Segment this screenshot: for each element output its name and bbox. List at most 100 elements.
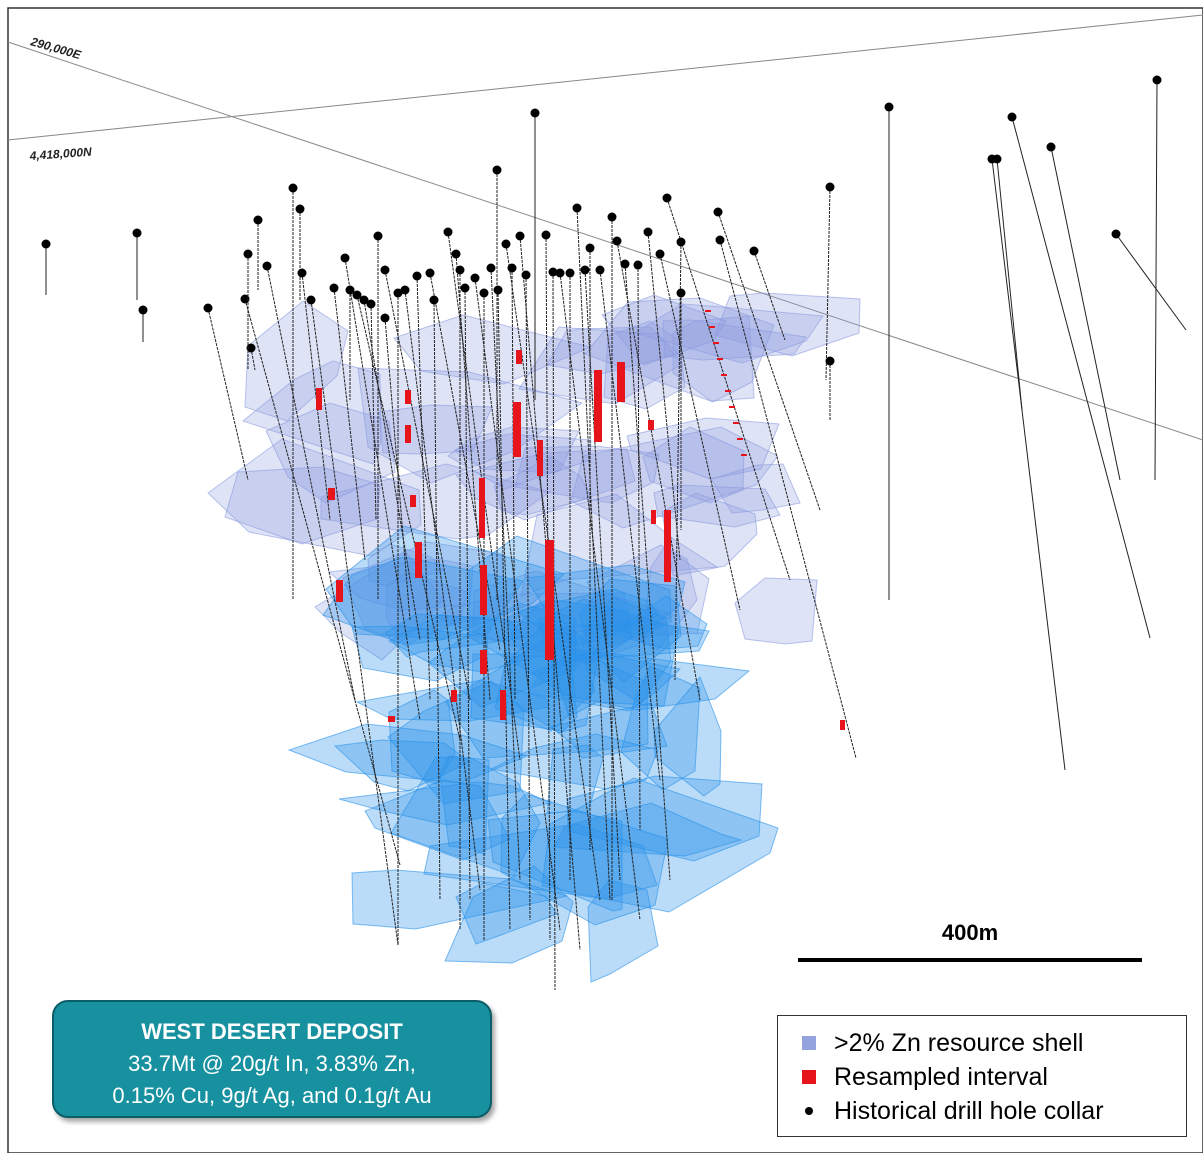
interval xyxy=(651,510,656,524)
drill-trace xyxy=(384,269,471,701)
shell xyxy=(549,702,668,759)
collar xyxy=(451,249,461,259)
collar xyxy=(470,273,480,283)
interval xyxy=(537,440,543,476)
collar xyxy=(585,243,595,253)
interval xyxy=(617,362,625,402)
interval xyxy=(336,580,343,602)
info-box: WEST DESERT DEPOSIT 33.7Mt @ 20g/t In, 3… xyxy=(52,1000,492,1118)
collar xyxy=(662,193,672,203)
interval xyxy=(733,422,739,424)
shell xyxy=(470,653,578,732)
interval xyxy=(840,720,845,730)
interval xyxy=(741,454,747,456)
collar xyxy=(345,285,355,295)
drill-trace xyxy=(559,272,641,921)
collar xyxy=(429,295,439,305)
legend-label: Historical drill hole collar xyxy=(834,1096,1104,1125)
shell xyxy=(357,367,584,484)
drill-trace xyxy=(333,287,366,561)
interval xyxy=(410,495,416,507)
collar xyxy=(443,227,453,237)
collar xyxy=(329,283,339,293)
collar xyxy=(262,261,272,271)
shell xyxy=(384,613,527,658)
collar xyxy=(253,215,263,225)
collar xyxy=(306,295,316,305)
collar xyxy=(572,203,582,213)
drill-trace xyxy=(552,271,556,991)
collar xyxy=(515,231,525,241)
interval xyxy=(328,488,335,500)
collar xyxy=(380,313,390,323)
interval xyxy=(594,370,602,442)
northing-line xyxy=(7,14,1203,141)
drill-trace xyxy=(310,299,399,946)
info-line: 0.15% Cu, 9g/t Ag, and 0.1g/t Au xyxy=(112,1083,432,1108)
interval xyxy=(516,350,522,364)
drill-trace xyxy=(576,207,611,901)
collar xyxy=(1046,142,1056,152)
northing-label: 4,418,000N xyxy=(28,145,92,163)
drill-trace xyxy=(497,289,511,931)
legend-item: >2% Zn resource shell xyxy=(802,1026,1186,1060)
collar xyxy=(1007,112,1017,122)
interval xyxy=(388,716,395,722)
info-line: 33.7Mt @ 20g/t In, 3.83% Zn, xyxy=(128,1051,416,1076)
drill-trace xyxy=(404,289,481,891)
shell xyxy=(633,303,824,364)
drill-trace xyxy=(753,250,786,341)
shell xyxy=(367,543,445,587)
collar xyxy=(595,265,605,275)
collar xyxy=(555,268,565,278)
easting-line xyxy=(7,41,1203,441)
interval xyxy=(648,420,654,430)
shell xyxy=(455,882,558,945)
collar xyxy=(132,228,142,238)
collar xyxy=(373,231,383,241)
shell xyxy=(322,556,524,646)
collar xyxy=(492,165,502,175)
shell xyxy=(626,417,780,480)
collar xyxy=(565,268,575,278)
collar xyxy=(486,263,496,273)
interval xyxy=(721,374,727,376)
shell xyxy=(514,445,660,504)
shell xyxy=(453,433,592,474)
drill-trace xyxy=(474,277,561,931)
collar xyxy=(479,288,489,298)
shell xyxy=(537,598,680,718)
drill-trace xyxy=(584,269,621,881)
legend: >2% Zn resource shell Resampled interval… xyxy=(777,1015,1187,1137)
drill-trace xyxy=(250,347,256,371)
collar xyxy=(749,246,759,256)
drill-trace xyxy=(433,299,441,901)
interval xyxy=(729,406,735,408)
collar xyxy=(352,290,362,300)
drill-trace xyxy=(719,239,857,759)
drill-trace xyxy=(825,186,831,381)
shell xyxy=(393,314,593,385)
collar xyxy=(425,268,435,278)
shell xyxy=(587,879,659,983)
shell xyxy=(265,402,396,504)
collar xyxy=(138,305,148,315)
collar xyxy=(1111,229,1121,239)
shell xyxy=(493,456,592,516)
collar xyxy=(607,212,617,222)
drill-trace xyxy=(1154,79,1158,481)
shell xyxy=(445,637,649,759)
drill-trace xyxy=(525,274,531,921)
drill-trace xyxy=(599,269,661,781)
shell xyxy=(734,577,818,645)
interval xyxy=(480,650,487,674)
collar xyxy=(548,267,558,277)
shell xyxy=(518,326,683,405)
collar xyxy=(297,268,307,278)
shell xyxy=(541,777,779,913)
shell xyxy=(553,802,743,857)
legend-item: Historical drill hole collar xyxy=(802,1094,1186,1128)
collar xyxy=(655,249,665,259)
